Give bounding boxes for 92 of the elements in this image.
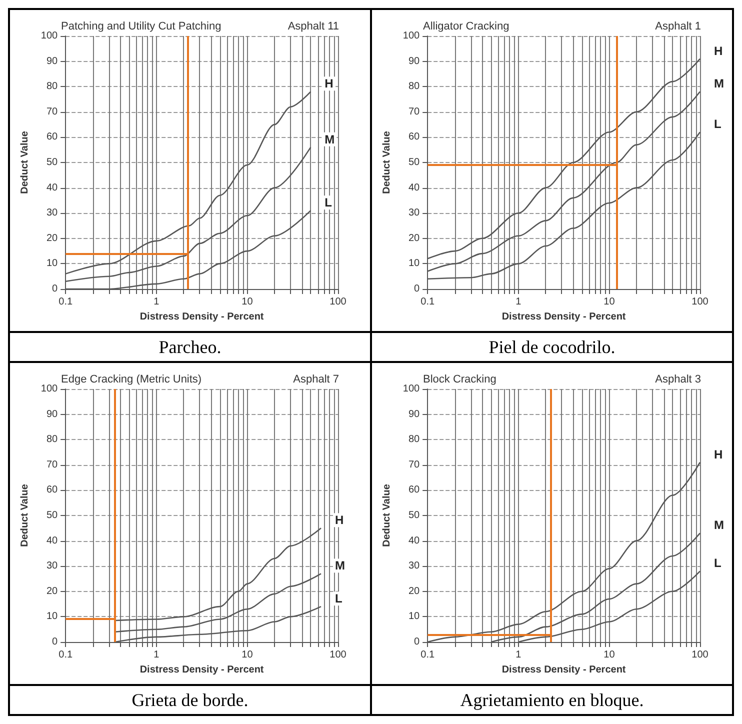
y-tick-label: 30: [408, 560, 420, 572]
y-tick-label: 40: [408, 182, 420, 194]
chart-title: Block Cracking: [423, 374, 496, 386]
x-tick-label: 1: [154, 296, 160, 308]
x-tick-label: 0.1: [420, 296, 435, 308]
y-tick-label: 90: [408, 408, 420, 420]
x-tick-label: 0.1: [58, 296, 73, 308]
text: Asphalt 11: [288, 20, 340, 32]
y-tick-label: 40: [408, 535, 420, 546]
text: Grieta de borde.: [9, 685, 371, 715]
y-tick-label: 70: [408, 106, 420, 118]
y-tick-label: 90: [46, 56, 58, 67]
y-tick-label: 0: [414, 636, 420, 648]
y-tick-label: 30: [408, 208, 420, 219]
y-tick-label: 100: [402, 384, 420, 394]
y-tick-label: 0: [52, 636, 58, 648]
x-tick-label: 0.1: [58, 650, 73, 660]
x-tick-label: 100: [330, 650, 347, 660]
y-tick-label: 20: [46, 586, 58, 597]
y-tick-label: 20: [408, 586, 420, 597]
y-tick-label: 0: [52, 284, 58, 294]
y-tick-label: 60: [408, 132, 420, 143]
x-axis-title: Distress Density - Percent: [140, 664, 264, 676]
y-axis-title: Deduct Value: [382, 130, 392, 194]
series-label: L: [324, 196, 332, 210]
y-tick-label: 70: [408, 459, 420, 470]
x-tick-label: 1: [154, 650, 160, 660]
y-tick-label: 90: [46, 408, 58, 420]
y-tick-label: 30: [46, 208, 58, 219]
y-tick-label: 40: [46, 535, 58, 546]
series-label: L: [335, 592, 342, 606]
y-tick-label: 90: [408, 56, 420, 67]
y-tick-label: 100: [40, 384, 58, 394]
y-tick-label: 30: [46, 560, 58, 572]
chart-title: Alligator Cracking: [423, 20, 510, 32]
x-tick-label: 100: [692, 296, 709, 308]
y-tick-label: 70: [46, 106, 58, 118]
y-axis-title: Deduct Value: [20, 484, 30, 547]
x-tick-label: 100: [692, 650, 709, 660]
series-label: M: [714, 76, 724, 91]
y-tick-label: 20: [408, 232, 420, 244]
chart-title: Patching and Utility Cut Patching: [61, 20, 222, 32]
x-tick-label: 1: [516, 296, 522, 308]
y-tick-label: 60: [46, 484, 58, 496]
text: Parcheo.: [9, 332, 371, 362]
y-tick-label: 100: [402, 30, 420, 42]
y-tick-label: 50: [408, 510, 420, 521]
y-tick-label: 100: [40, 30, 58, 42]
text: Piel de cocodrilo.: [371, 332, 733, 362]
series-label: H: [335, 513, 344, 528]
y-tick-label: 50: [46, 510, 58, 521]
x-axis-title: Distress Density - Percent: [502, 311, 626, 322]
series-label: H: [324, 76, 334, 91]
text: Asphalt 1: [655, 20, 702, 32]
series-label: M: [714, 518, 724, 532]
x-tick-label: 10: [242, 650, 254, 660]
y-tick-label: 10: [408, 258, 420, 270]
x-tick-label: 100: [330, 296, 347, 308]
y-tick-label: 80: [46, 81, 58, 92]
x-tick-label: 0.1: [420, 650, 435, 660]
y-tick-label: 40: [46, 182, 58, 194]
y-tick-label: 80: [46, 434, 58, 446]
y-tick-label: 60: [46, 132, 58, 143]
chart-title: Edge Cracking (Metric Units): [61, 374, 202, 386]
y-tick-label: 50: [408, 157, 420, 168]
text: Agrietamiento en bloque.: [371, 685, 733, 715]
y-tick-label: 20: [46, 232, 58, 244]
x-tick-label: 10: [604, 650, 616, 660]
y-axis-title: Deduct Value: [382, 484, 392, 547]
y-tick-label: 50: [46, 157, 58, 168]
y-tick-label: 10: [46, 611, 58, 622]
y-tick-label: 10: [46, 258, 58, 270]
x-axis-title: Distress Density - Percent: [502, 664, 626, 676]
x-tick-label: 1: [516, 650, 522, 660]
series-label: M: [335, 558, 346, 573]
series-label: H: [714, 447, 723, 462]
y-tick-label: 80: [408, 434, 420, 446]
y-tick-label: 0: [414, 284, 420, 294]
text: Asphalt 7: [293, 374, 340, 386]
y-tick-label: 80: [408, 81, 420, 92]
text: Asphalt 3: [655, 374, 702, 386]
x-tick-label: 10: [604, 296, 616, 308]
x-axis-title: Distress Density - Percent: [140, 311, 264, 322]
series-label: M: [324, 132, 335, 146]
x-tick-label: 10: [242, 296, 254, 308]
y-tick-label: 70: [46, 459, 58, 470]
series-label: H: [714, 44, 723, 58]
y-tick-label: 10: [408, 611, 420, 622]
y-axis-title: Deduct Value: [20, 130, 30, 194]
series-label: L: [714, 556, 722, 570]
series-label: L: [714, 117, 722, 132]
y-tick-label: 60: [408, 484, 420, 496]
